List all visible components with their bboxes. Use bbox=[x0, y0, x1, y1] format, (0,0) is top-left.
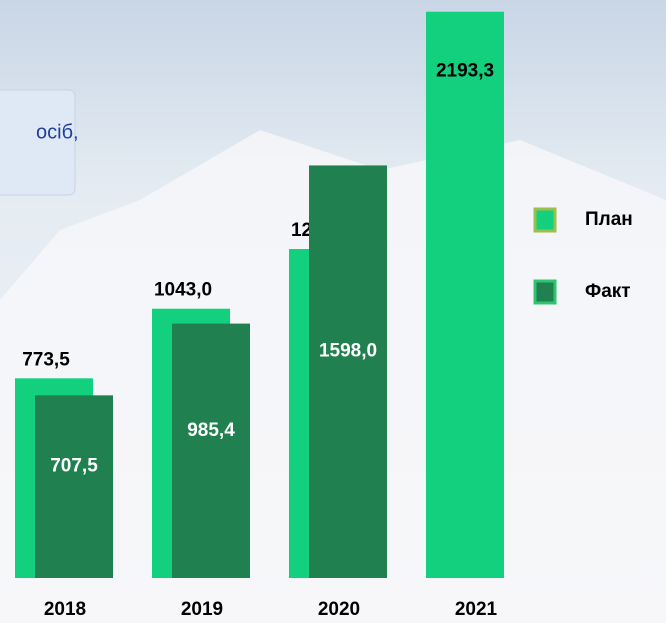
value-label: 985,4 bbox=[187, 420, 235, 441]
value-label: 773,5 bbox=[22, 349, 70, 370]
value-label: 2193,3 bbox=[436, 61, 494, 82]
legend-swatch bbox=[533, 207, 557, 233]
legend-label: Факт bbox=[585, 281, 631, 302]
value-label: 707,5 bbox=[50, 456, 98, 477]
x-tick-label: 2019 bbox=[181, 599, 223, 620]
x-tick-label: 2021 bbox=[455, 599, 498, 620]
legend-swatch bbox=[533, 279, 557, 305]
bar bbox=[35, 395, 113, 578]
legend-label: План bbox=[585, 209, 633, 230]
annotation: осіб, bbox=[36, 121, 79, 143]
bar bbox=[426, 11, 504, 579]
annotation-box bbox=[0, 89, 76, 196]
bar bbox=[172, 323, 250, 578]
x-tick-label: 2020 bbox=[318, 599, 360, 620]
value-label: 1043,0 bbox=[154, 280, 212, 301]
value-label: 1598,0 bbox=[319, 341, 377, 362]
x-tick-label: 2018 bbox=[44, 599, 86, 620]
bar bbox=[309, 165, 387, 578]
